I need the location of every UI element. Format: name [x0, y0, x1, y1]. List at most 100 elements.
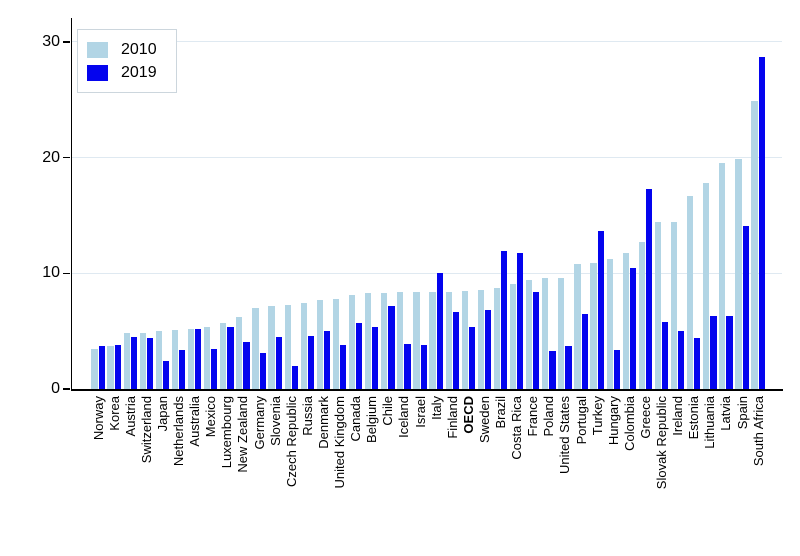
bar-group-israel [412, 291, 428, 389]
bar-2019 [710, 316, 717, 389]
bar-group-united-kingdom [332, 298, 348, 389]
bar-group-turkey [589, 230, 605, 389]
bar-2019 [114, 345, 121, 389]
x-tick-label-germany: Germany [251, 396, 267, 450]
bar-2010 [429, 291, 436, 389]
bar-group-italy [428, 273, 444, 389]
bar-2010 [687, 195, 694, 389]
x-tick-label-oecd: OECD [460, 396, 476, 434]
bar-2010 [107, 346, 114, 389]
bar-2019 [694, 338, 701, 389]
bar-2019 [452, 311, 459, 389]
bar-group-sweden [476, 289, 492, 389]
bar-2019 [645, 188, 653, 389]
bar-2010 [252, 308, 259, 389]
bar-group-switzerland [138, 333, 154, 389]
x-tick-label-mexico: Mexico [203, 396, 219, 438]
x-tick-label-slovak-republic: Slovak Republic [654, 396, 670, 490]
bar-2019 [726, 316, 733, 389]
x-tick-label-japan: Japan [154, 396, 170, 432]
y-tick-label-0: 0 [51, 380, 60, 397]
bar-2010 [220, 323, 227, 389]
bar-2010 [445, 291, 452, 389]
bar-2010 [316, 299, 323, 389]
legend-swatch-2019 [87, 64, 108, 81]
bar-2010 [204, 326, 211, 389]
x-tick-label-israel: Israel [412, 396, 428, 428]
x-tick-label-united-states: United States [557, 396, 573, 475]
bar-group-korea [106, 345, 122, 389]
bar-2019 [146, 338, 154, 389]
x-tick-label-korea: Korea [106, 396, 122, 431]
x-tick-label-estonia: Estonia [686, 396, 702, 440]
x-tick-label-norway: Norway [90, 396, 106, 441]
x-tick-label-finland: Finland [444, 396, 460, 439]
bar-group-colombia [621, 252, 637, 389]
bar-group-estonia [686, 195, 702, 389]
x-tick-label-iceland: Iceland [396, 396, 412, 438]
bar-2019 [533, 291, 540, 389]
bar-group-portugal [573, 264, 589, 389]
x-tick-label-sweden: Sweden [476, 396, 492, 443]
bar-2010 [509, 283, 517, 389]
bar-2019 [581, 313, 588, 389]
bar-2010 [155, 331, 162, 389]
x-tick-label-czech-republic: Czech Republic [283, 396, 299, 488]
bar-2010 [461, 290, 468, 389]
legend-label-2019: 2019 [121, 63, 157, 81]
bar-2019 [484, 310, 492, 389]
bar-2010 [606, 259, 613, 389]
bar-2010 [284, 304, 291, 389]
bar-2010 [526, 280, 533, 389]
bar-2010 [590, 262, 597, 389]
bar-2019 [758, 57, 765, 389]
x-tick-label-chile: Chile [380, 396, 396, 426]
bar-group-luxembourg [219, 323, 235, 389]
bar-group-chile [380, 293, 396, 389]
x-tick-label-new-zealand: New Zealand [235, 396, 251, 473]
bar-2019 [162, 361, 170, 389]
bar-group-germany [251, 308, 267, 389]
bar-2019 [291, 365, 298, 389]
bar-2019 [388, 305, 395, 389]
bar-group-norway [90, 346, 106, 389]
x-tick-label-greece: Greece [637, 396, 653, 439]
bar-2010 [542, 277, 549, 389]
bar-2019 [372, 326, 379, 389]
bar-group-russia [299, 303, 315, 389]
bar-group-united-states [557, 277, 573, 389]
bar-group-czech-republic [283, 304, 299, 389]
x-tick-label-lithuania: Lithuania [702, 396, 718, 449]
bar-2010 [397, 291, 404, 389]
bar-2010 [236, 317, 243, 389]
bar-2019 [613, 349, 620, 389]
x-tick-label-austria: Austria [122, 396, 138, 437]
bar-2019 [404, 343, 411, 389]
x-tick-label-spain: Spain [734, 396, 750, 430]
legend-label-2010: 2010 [121, 40, 157, 58]
bar-2010 [751, 100, 758, 389]
x-tick-label-slovenia: Slovenia [267, 396, 283, 446]
bar-group-brazil [493, 251, 509, 389]
bar-2010 [735, 158, 742, 389]
bar-2010 [139, 333, 146, 389]
bar-2010 [171, 330, 179, 389]
bar-2010 [574, 264, 581, 389]
x-tick-label-ireland: Ireland [670, 396, 686, 436]
y-tick-label-20: 20 [42, 148, 60, 166]
bar-2019 [468, 326, 476, 389]
x-tick-label-switzerland: Switzerland [138, 396, 154, 464]
bar-2019 [195, 328, 202, 389]
bar-2019 [307, 335, 315, 389]
bar-2019 [565, 346, 572, 389]
bar-2010 [187, 328, 195, 389]
bar-2010 [268, 305, 275, 389]
x-tick-label-turkey: Turkey [589, 396, 605, 436]
bar-group-belgium [364, 293, 380, 389]
bar-group-spain [734, 158, 750, 389]
bar-group-iceland [396, 291, 412, 389]
plot-area [72, 20, 782, 389]
bar-2019 [227, 326, 234, 389]
bar-2019 [436, 273, 443, 389]
